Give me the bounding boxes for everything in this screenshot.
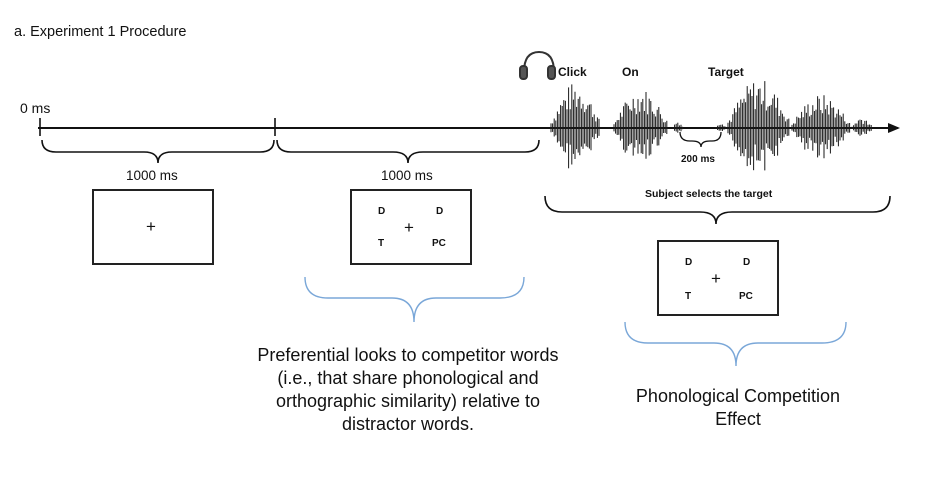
preview-item-bottom-right: PC <box>432 238 446 249</box>
audio-word-target: Target <box>708 65 744 79</box>
timeline-arrowhead <box>888 123 900 133</box>
response-label: Subject selects the target <box>645 188 773 200</box>
blue-brace-preview <box>304 276 525 323</box>
response-fixation-cross: + <box>711 269 721 288</box>
segment2-duration-label: 1000 ms <box>381 168 433 183</box>
brace-response <box>544 195 891 225</box>
preview-item-top-left: D <box>378 206 386 217</box>
response-annotation: Phonological Competition Effect <box>635 386 841 429</box>
figure-title: a. Experiment 1 Procedure <box>14 24 187 40</box>
preview-item-top-right: D <box>436 206 444 217</box>
brace-segment1 <box>41 139 275 164</box>
response-item-bottom-left: T <box>685 291 692 302</box>
gap-brace-200ms <box>679 131 722 148</box>
gap-duration-label: 200 ms <box>681 154 715 165</box>
audio-word-click: Click <box>558 65 587 79</box>
brace-segment2 <box>276 139 540 164</box>
preview-screen: D D + T PC <box>350 189 472 265</box>
preview-annotation: Preferential looks to competitor words (… <box>257 345 559 434</box>
response-item-top-left: D <box>685 257 693 268</box>
audio-word-on: On <box>622 65 639 79</box>
response-item-bottom-right: PC <box>739 291 753 302</box>
segment1-duration-label: 1000 ms <box>126 168 178 183</box>
preview-fixation-cross: + <box>404 218 414 237</box>
fixation-screen: + <box>92 189 214 265</box>
preview-item-bottom-left: T <box>378 238 385 249</box>
headphones-icon <box>519 50 556 80</box>
response-item-top-right: D <box>743 257 751 268</box>
timeline-start-label: 0 ms <box>20 100 51 116</box>
response-screen: D D + T PC <box>657 240 779 316</box>
speech-waveform <box>550 81 872 171</box>
fixation-cross: + <box>146 217 156 236</box>
blue-brace-response <box>624 321 847 367</box>
